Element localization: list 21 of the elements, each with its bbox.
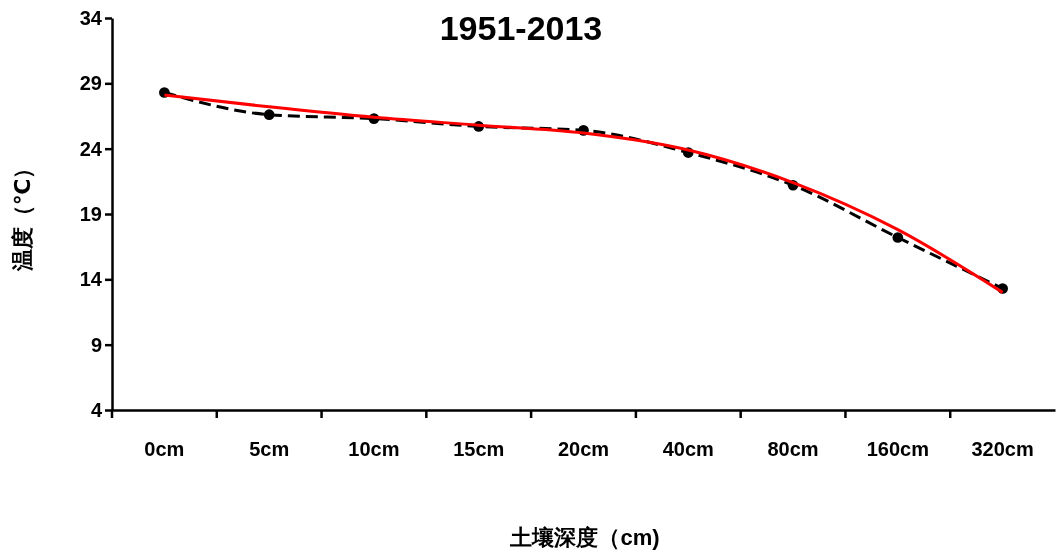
y-axis-title: 温度（℃） <box>10 156 35 273</box>
x-tick-label: 320cm <box>971 438 1034 461</box>
x-tick-label: 160cm <box>866 438 929 461</box>
y-tick-label: 34 <box>79 6 103 29</box>
x-tick-label: 10cm <box>348 438 400 461</box>
y-tick-label: 4 <box>90 398 103 421</box>
x-tick-label: 0cm <box>144 438 185 461</box>
chart-title: 1951-2013 <box>439 9 603 47</box>
x-tick-label: 15cm <box>453 438 505 461</box>
y-tick-label: 24 <box>79 137 103 160</box>
point <box>263 109 275 121</box>
y-tick-label: 29 <box>79 72 102 95</box>
x-tick-label: 40cm <box>662 438 714 461</box>
y-tick-label: 19 <box>79 202 102 225</box>
x-axis-title: 土壤深度（cm) <box>509 525 660 550</box>
y-tick-label: 14 <box>79 268 103 291</box>
point <box>892 232 904 243</box>
x-tick-label: 20cm <box>557 438 610 461</box>
y-tick-label: 9 <box>90 333 102 356</box>
x-tick-label: 5cm <box>249 438 290 461</box>
x-tick-label: 80cm <box>767 438 819 461</box>
